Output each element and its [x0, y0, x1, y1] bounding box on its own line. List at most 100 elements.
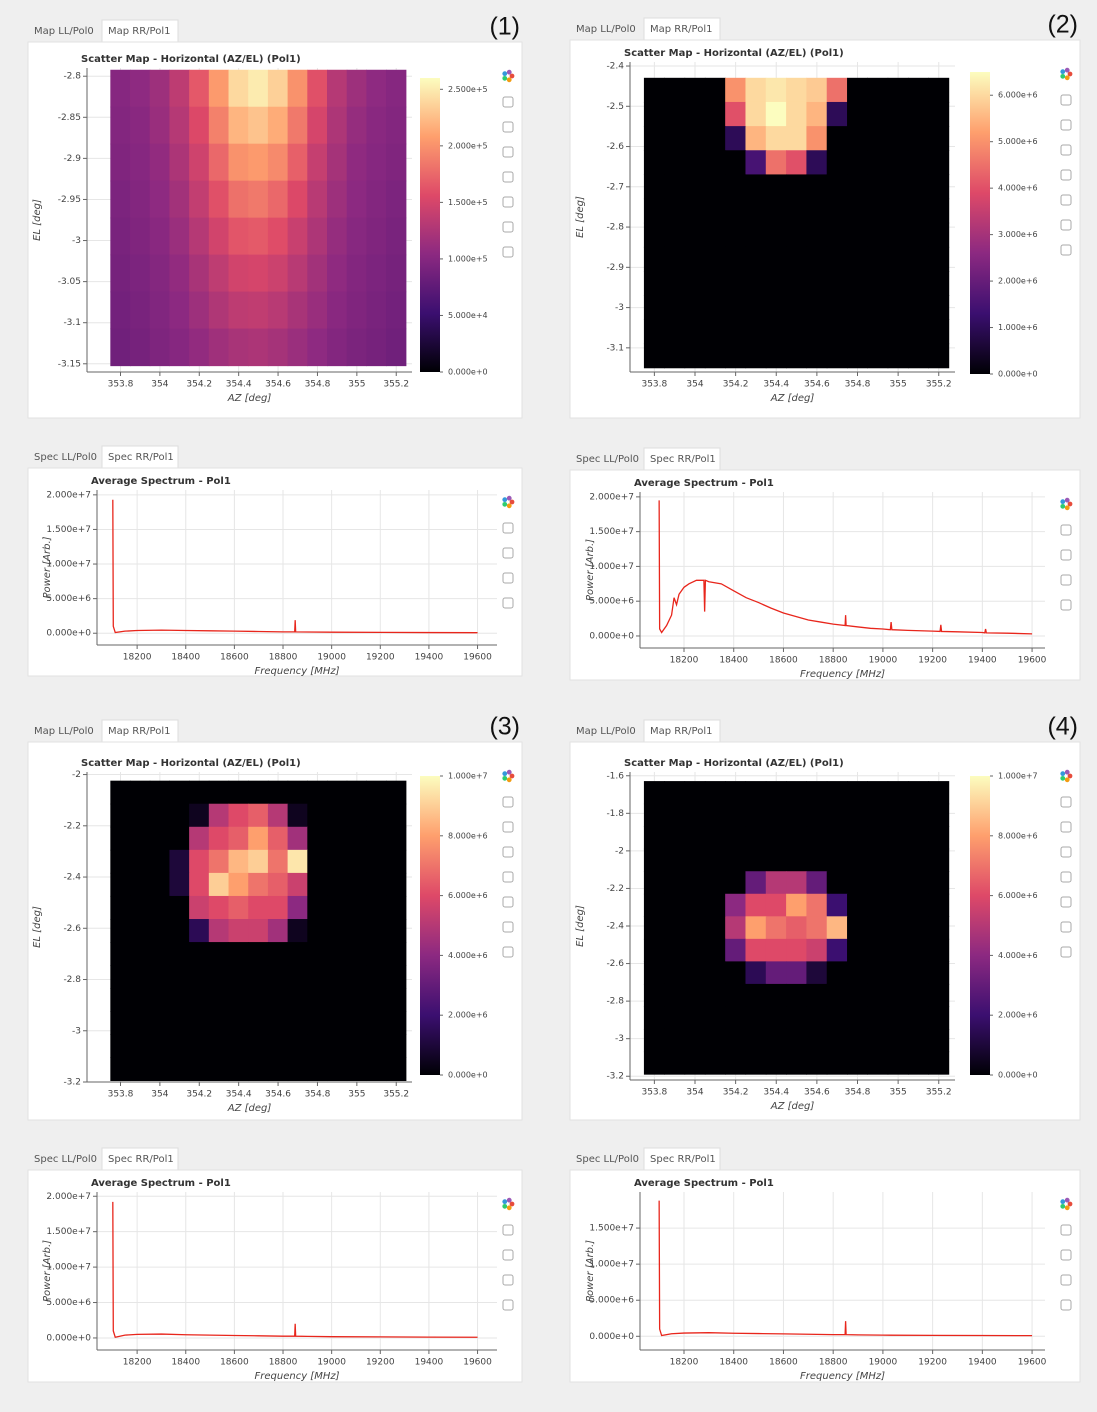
heat-cell [150, 1034, 170, 1058]
toolbar-logo[interactable] [507, 77, 512, 82]
heat-cell [169, 255, 189, 293]
heat-cell [386, 107, 406, 145]
heat-cell [705, 344, 726, 369]
heat-cell [209, 988, 229, 1012]
heat-cell [327, 988, 347, 1012]
toolbar-logo[interactable] [1065, 498, 1070, 503]
heat-cell [806, 1029, 827, 1052]
heat-cell [169, 107, 189, 145]
heat-cell [327, 70, 347, 108]
tab[interactable]: Map RR/Pol1 [650, 24, 712, 35]
toolbar-logo[interactable] [1060, 771, 1065, 776]
heat-cell [229, 988, 249, 1012]
toolbar-logo[interactable] [507, 1198, 512, 1203]
toolbar-logo[interactable] [1065, 505, 1070, 510]
heat-cell [705, 1052, 726, 1075]
toolbar-logo[interactable] [502, 776, 507, 781]
colorbar-tick-label: 0.000e+0 [998, 370, 1038, 379]
y-tick-label: -2.6 [606, 142, 624, 152]
heat-cell [347, 107, 367, 145]
toolbar-logo[interactable] [507, 1205, 512, 1210]
heat-cell [786, 319, 807, 344]
heat-cell [150, 1011, 170, 1035]
heat-cell [268, 1057, 288, 1081]
toolbar-logo[interactable] [507, 777, 512, 782]
heat-cell [189, 850, 209, 874]
tab[interactable]: Spec LL/Pol0 [34, 452, 97, 463]
heat-cell [725, 984, 746, 1007]
toolbar-logo[interactable] [1065, 68, 1070, 73]
toolbar-logo[interactable] [1065, 777, 1070, 782]
toolbar-logo[interactable] [1065, 75, 1070, 80]
tab[interactable]: Spec RR/Pol1 [650, 1154, 716, 1165]
toolbar-logo[interactable] [502, 1204, 507, 1209]
heat-cell [288, 107, 308, 145]
heat-cell [268, 107, 288, 145]
heat-cell [725, 871, 746, 894]
toolbar-logo[interactable] [1060, 504, 1065, 509]
tab[interactable]: Spec LL/Pol0 [576, 1154, 639, 1165]
heat-cell [888, 247, 909, 272]
heat-cell [268, 218, 288, 256]
heat-cell [347, 329, 367, 367]
heat-cell [288, 255, 308, 293]
tab[interactable]: Spec LL/Pol0 [34, 1154, 97, 1165]
heat-cell [288, 1057, 308, 1081]
heat-cell [288, 804, 308, 828]
toolbar-logo[interactable] [1060, 69, 1065, 74]
heat-cell [644, 961, 665, 984]
toolbar-logo[interactable] [1060, 1199, 1065, 1204]
tab[interactable]: Map RR/Pol1 [108, 26, 170, 37]
toolbar-logo[interactable] [502, 771, 507, 776]
heat-cell [189, 804, 209, 828]
toolbar-logo[interactable] [1060, 74, 1065, 79]
heat-cell [150, 144, 170, 182]
heat-cell [110, 896, 130, 920]
tab[interactable]: Map LL/Pol0 [576, 24, 636, 35]
toolbar-logo[interactable] [1065, 770, 1070, 775]
toolbar-logo[interactable] [1060, 776, 1065, 781]
heat-cell [847, 781, 868, 804]
toolbar-logo[interactable] [1060, 499, 1065, 504]
tab[interactable]: Map LL/Pol0 [576, 726, 636, 737]
heat-cell [867, 826, 888, 849]
toolbar-logo[interactable] [507, 70, 512, 75]
heat-cell [150, 827, 170, 851]
toolbar-logo[interactable] [507, 770, 512, 775]
heat-cell [130, 107, 150, 145]
heat-cell [664, 916, 685, 939]
tab[interactable]: Map RR/Pol1 [650, 726, 712, 737]
tab[interactable]: Spec RR/Pol1 [650, 454, 716, 465]
heat-cell [928, 150, 949, 175]
toolbar-logo[interactable] [502, 76, 507, 81]
toolbar-logo[interactable] [507, 503, 512, 508]
toolbar-logo[interactable] [502, 502, 507, 507]
toolbar-logo[interactable] [1060, 1204, 1065, 1209]
tab[interactable]: Map LL/Pol0 [34, 26, 94, 37]
heat-cell [229, 107, 249, 145]
y-tick-label: -2.4 [606, 62, 624, 72]
tab[interactable]: Map LL/Pol0 [34, 726, 94, 737]
tab[interactable]: Spec LL/Pol0 [576, 454, 639, 465]
heat-cell [827, 247, 848, 272]
heat-cell [268, 1011, 288, 1035]
toolbar-logo[interactable] [502, 497, 507, 502]
toolbar-logo[interactable] [1065, 1198, 1070, 1203]
tab[interactable]: Map RR/Pol1 [108, 726, 170, 737]
toolbar-logo[interactable] [502, 1199, 507, 1204]
heat-cell [229, 965, 249, 989]
toolbar-logo[interactable] [1065, 1205, 1070, 1210]
toolbar-logo[interactable] [507, 496, 512, 501]
heat-cell [150, 292, 170, 330]
y-tick-label: 1.500e+7 [46, 525, 91, 535]
tab[interactable]: Spec RR/Pol1 [108, 1154, 174, 1165]
tab[interactable]: Spec RR/Pol1 [108, 452, 174, 463]
heat-cell [169, 965, 189, 989]
heat-cell [366, 919, 386, 943]
heat-cell [685, 781, 706, 804]
toolbar-logo[interactable] [502, 71, 507, 76]
chart-title: Scatter Map - Horizontal (AZ/EL) (Pol1) [81, 758, 301, 769]
heat-cell [386, 329, 406, 367]
heat-cell [327, 1011, 347, 1035]
y-tick-label: -2.9 [63, 154, 81, 164]
